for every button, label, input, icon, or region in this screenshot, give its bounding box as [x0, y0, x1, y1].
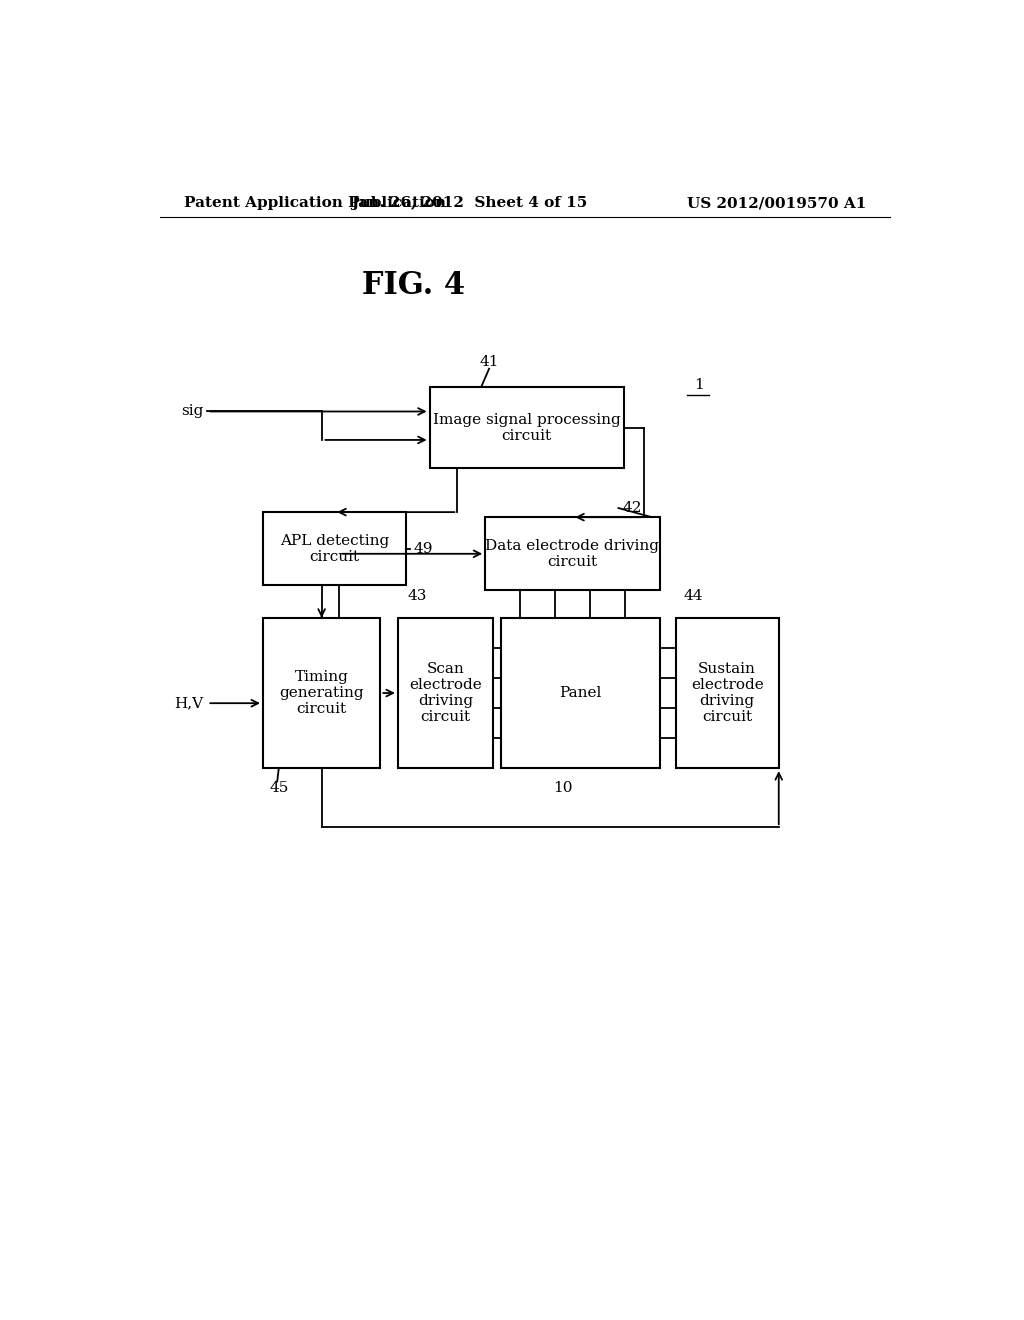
- Text: 41: 41: [479, 355, 499, 368]
- Text: Sustain
electrode
driving
circuit: Sustain electrode driving circuit: [691, 661, 764, 725]
- Bar: [263, 512, 406, 585]
- Text: 1: 1: [694, 378, 705, 392]
- Bar: [501, 618, 659, 768]
- Text: FIG. 4: FIG. 4: [362, 271, 465, 301]
- Text: 45: 45: [269, 781, 289, 796]
- Bar: [485, 517, 659, 590]
- Text: Data electrode driving
circuit: Data electrode driving circuit: [485, 539, 659, 569]
- Text: Jan. 26, 2012  Sheet 4 of 15: Jan. 26, 2012 Sheet 4 of 15: [351, 197, 588, 210]
- Text: Scan
electrode
driving
circuit: Scan electrode driving circuit: [409, 661, 482, 725]
- Text: 43: 43: [408, 589, 427, 602]
- Bar: [430, 387, 624, 469]
- Text: 10: 10: [553, 781, 572, 796]
- Text: 44: 44: [684, 589, 703, 602]
- Bar: [397, 618, 494, 768]
- Text: Image signal processing
circuit: Image signal processing circuit: [433, 413, 621, 442]
- Text: US 2012/0019570 A1: US 2012/0019570 A1: [687, 197, 866, 210]
- Text: APL detecting
circuit: APL detecting circuit: [280, 533, 389, 564]
- Text: Patent Application Publication: Patent Application Publication: [183, 197, 445, 210]
- Text: Panel: Panel: [559, 686, 601, 700]
- Bar: [676, 618, 778, 768]
- Text: 49: 49: [414, 541, 433, 556]
- Text: sig: sig: [181, 404, 204, 418]
- Text: 42: 42: [623, 502, 642, 515]
- Text: H,V: H,V: [174, 696, 204, 710]
- Bar: [263, 618, 380, 768]
- Text: Timing
generating
circuit: Timing generating circuit: [280, 669, 364, 717]
